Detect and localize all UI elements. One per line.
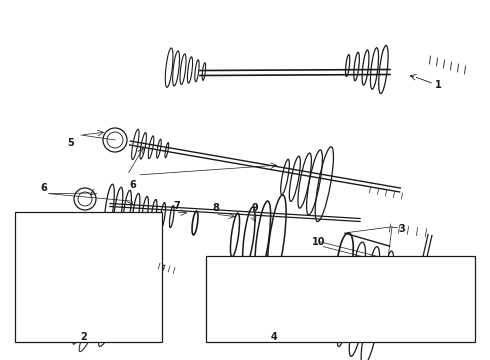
Text: 6: 6 (41, 183, 48, 193)
Bar (206, 256, 475, 342)
Text: 4: 4 (271, 332, 278, 342)
Text: 7: 7 (173, 201, 180, 211)
Text: 3: 3 (398, 224, 405, 234)
Text: 1: 1 (435, 80, 442, 90)
Text: 10: 10 (312, 237, 325, 247)
Text: 5: 5 (68, 138, 74, 148)
Bar (15, 212, 162, 342)
Text: 6: 6 (129, 180, 136, 190)
Text: 2: 2 (80, 332, 87, 342)
Text: 9: 9 (251, 203, 258, 213)
Text: 8: 8 (212, 203, 219, 213)
